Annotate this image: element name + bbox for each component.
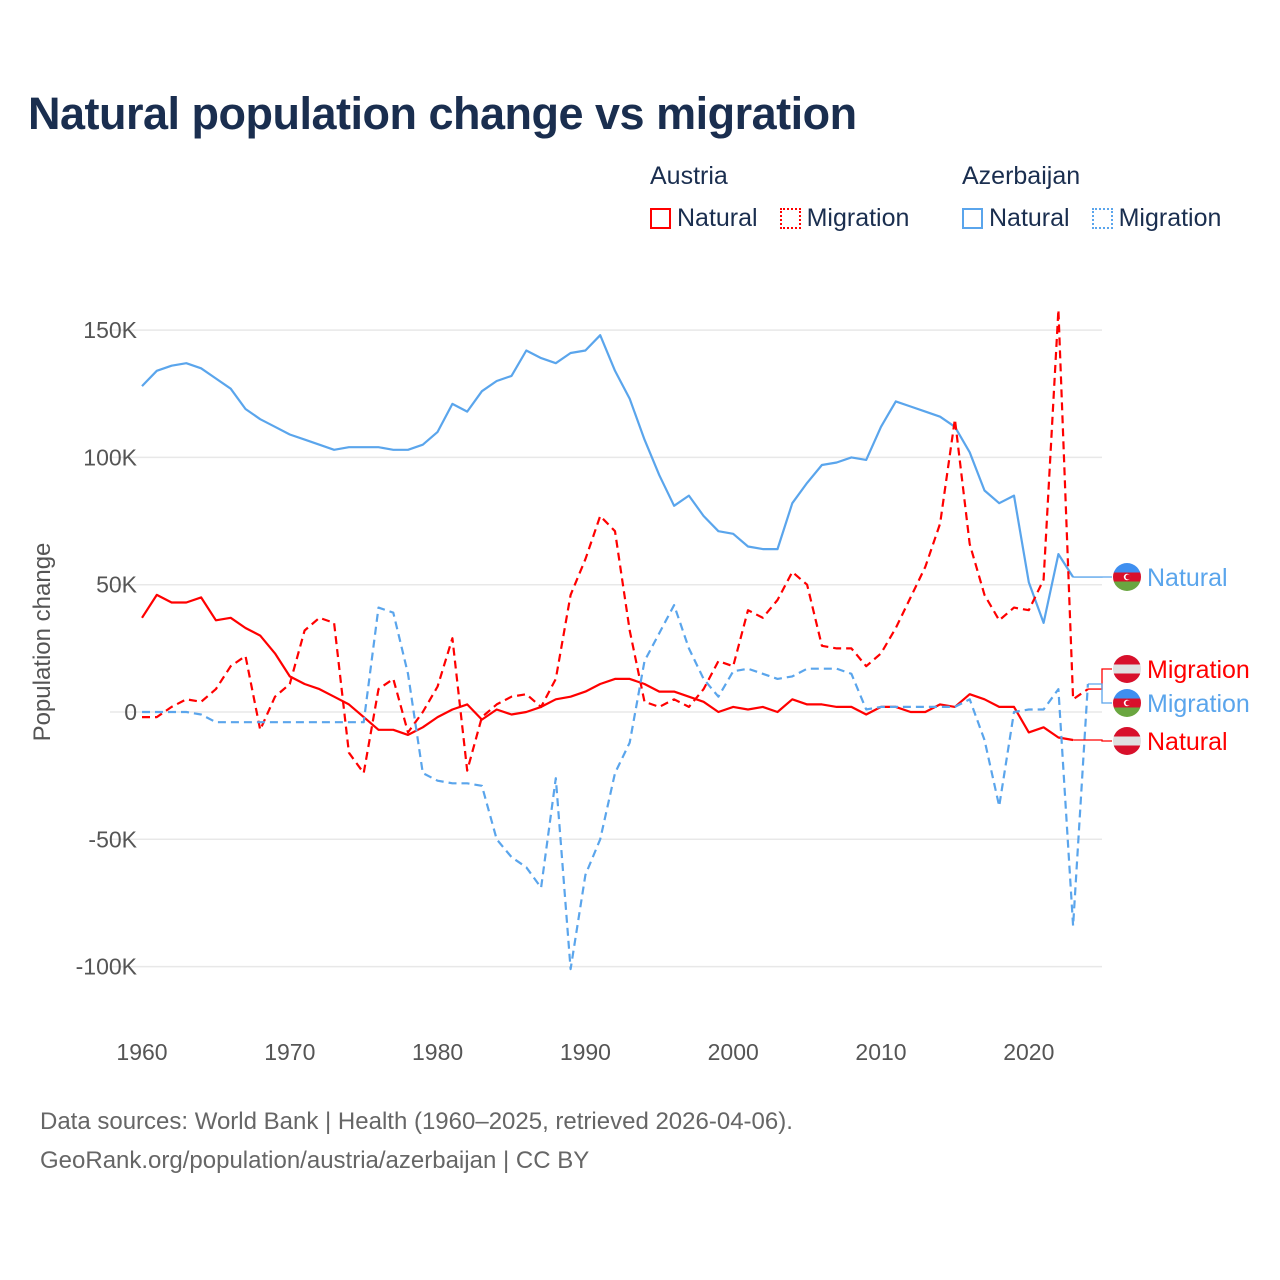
solid-swatch-icon xyxy=(650,208,671,229)
dotted-swatch-icon xyxy=(779,208,801,229)
x-tick-label: 2020 xyxy=(1003,1039,1054,1065)
legend-group-austria: Austria xyxy=(650,162,728,190)
legend-label: Natural xyxy=(677,204,758,232)
series-line-azerbaijan-migration[interactable] xyxy=(142,604,1089,971)
legend-austria: Natural Migration xyxy=(650,204,931,233)
x-tick-label: 1980 xyxy=(412,1039,463,1065)
end-label-connector xyxy=(1087,683,1112,704)
legend-item-austria-migration[interactable]: Migration xyxy=(779,204,910,233)
series-line-azerbaijan-natural[interactable] xyxy=(141,334,1075,624)
legend-item-azerbaijan-natural[interactable]: Natural xyxy=(962,204,1070,233)
series-line-austria-natural[interactable] xyxy=(141,593,1074,742)
dotted-swatch-icon xyxy=(1091,208,1113,229)
legend-item-austria-natural[interactable]: Natural xyxy=(650,204,758,233)
azerbaijan-flag-icon xyxy=(1113,563,1141,591)
chart-title: Natural population change vs migration xyxy=(28,88,857,139)
y-tick-label: -100K xyxy=(76,954,138,980)
end-label: Natural xyxy=(1147,728,1228,756)
y-axis-label: Population change xyxy=(29,543,56,742)
end-label: Natural xyxy=(1147,564,1228,592)
y-tick-label: 150K xyxy=(83,317,137,343)
x-tick-label: 1990 xyxy=(560,1039,611,1065)
legend-label: Migration xyxy=(806,204,910,232)
legend-label: Migration xyxy=(1118,204,1222,232)
x-tick-label: 2010 xyxy=(855,1039,906,1065)
source-line-2[interactable]: GeoRank.org/population/austria/azerbaija… xyxy=(40,1147,590,1174)
end-label: Migration xyxy=(1147,656,1250,684)
y-tick-label: -50K xyxy=(88,826,137,852)
legend-azerbaijan: Natural Migration xyxy=(962,204,1243,233)
series-line-austria-migration[interactable] xyxy=(142,308,1089,775)
x-tick-label: 1960 xyxy=(116,1039,167,1065)
austria-flag-icon xyxy=(1113,727,1141,755)
source-line-1: Data sources: World Bank | Health (1960–… xyxy=(40,1108,793,1135)
azerbaijan-flag-icon xyxy=(1113,689,1141,717)
solid-swatch-icon xyxy=(962,208,983,229)
legend-item-azerbaijan-migration[interactable]: Migration xyxy=(1091,204,1222,233)
x-tick-label: 1970 xyxy=(264,1039,315,1065)
legend-group-azerbaijan: Azerbaijan xyxy=(962,162,1081,190)
austria-flag-icon xyxy=(1113,655,1141,683)
y-tick-label: 50K xyxy=(96,572,138,598)
end-label-connector xyxy=(1073,739,1112,742)
end-label: Migration xyxy=(1147,690,1250,718)
y-tick-label: 0 xyxy=(124,699,137,725)
y-tick-label: 100K xyxy=(83,444,137,470)
legend-label: Natural xyxy=(989,204,1070,232)
end-label-connector xyxy=(1087,668,1112,690)
x-tick-label: 2000 xyxy=(708,1039,759,1065)
